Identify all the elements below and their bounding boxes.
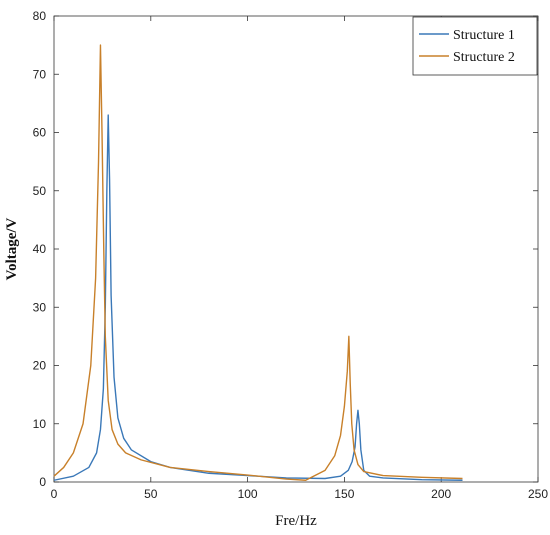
x-tick-label: 0 [51,487,58,501]
y-tick-label: 40 [33,242,47,256]
plot-border [53,15,539,483]
x-tick-label: 250 [528,487,548,501]
y-axis-ticks: 0 10 20 30 40 50 60 70 80 [33,9,538,489]
series-layer [53,44,463,481]
x-tick-label: 150 [334,487,354,501]
x-tick-label: 100 [238,487,258,501]
y-tick-label: 80 [33,9,47,23]
y-tick-label: 10 [33,417,47,431]
legend: Structure 1 Structure 2 [412,16,538,76]
x-tick-label: 50 [144,487,158,501]
series-line-1 [53,114,463,481]
legend-label-1: Structure 1 [453,28,515,43]
legend-box [412,16,538,76]
y-tick-label: 0 [39,475,46,489]
legend-label-2: Structure 2 [453,50,515,65]
y-tick-label: 70 [33,67,47,81]
y-tick-label: 20 [33,359,47,373]
y-tick-label: 30 [33,300,47,314]
x-tick-label: 200 [431,487,451,501]
y-axis-label: Voltage/V [4,217,20,280]
y-tick-label: 50 [33,184,47,198]
x-axis-label: Fre/Hz [275,513,317,529]
plot-frame [53,15,539,483]
x-axis-ticks: 0 50 100 150 200 250 [51,16,548,501]
y-tick-label: 60 [33,126,47,140]
series-line-2 [53,44,463,481]
